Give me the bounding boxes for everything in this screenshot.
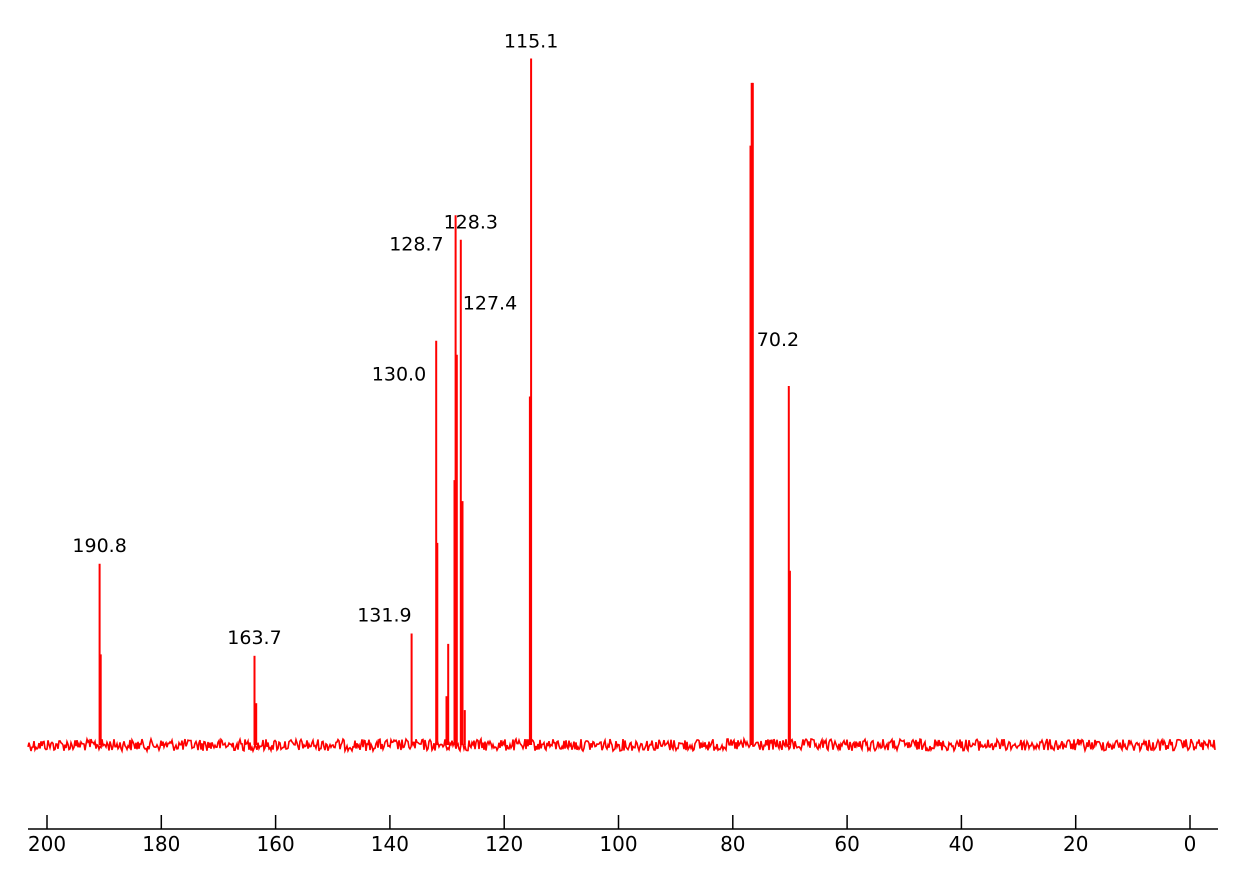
x-tick-label-160: 160 <box>257 832 295 856</box>
x-tick-label-20: 20 <box>1063 832 1088 856</box>
x-tick-label-140: 140 <box>371 832 409 856</box>
x-axis: 200 180 160 140 120 100 80 60 40 20 0 <box>28 815 1218 856</box>
x-tick-label-120: 120 <box>485 832 523 856</box>
x-tick-label-60: 60 <box>834 832 859 856</box>
x-tick-label-200: 200 <box>28 832 66 856</box>
x-tick-label-80: 80 <box>720 832 745 856</box>
x-tick-label-40: 40 <box>949 832 974 856</box>
peak-label-5: 128.3 <box>444 212 498 234</box>
spectrum-baseline <box>27 736 1216 754</box>
baseline-noise <box>27 736 1216 754</box>
peak-label-8: 70.2 <box>757 329 799 351</box>
peak-label-6: 127.4 <box>463 293 517 315</box>
peak-label-4: 128.7 <box>389 233 443 255</box>
peak-label-1: 163.7 <box>227 627 281 649</box>
peak-label-7: 115.1 <box>504 31 558 53</box>
x-tick-label-100: 100 <box>599 832 637 856</box>
peak-label-3: 130.0 <box>372 364 426 386</box>
spectrum-peaks <box>98 58 791 745</box>
peak-label-0: 190.8 <box>72 535 126 557</box>
x-tick-label-0: 0 <box>1184 832 1197 856</box>
x-tick-label-180: 180 <box>142 832 180 856</box>
peak-label-2: 131.9 <box>357 605 411 627</box>
